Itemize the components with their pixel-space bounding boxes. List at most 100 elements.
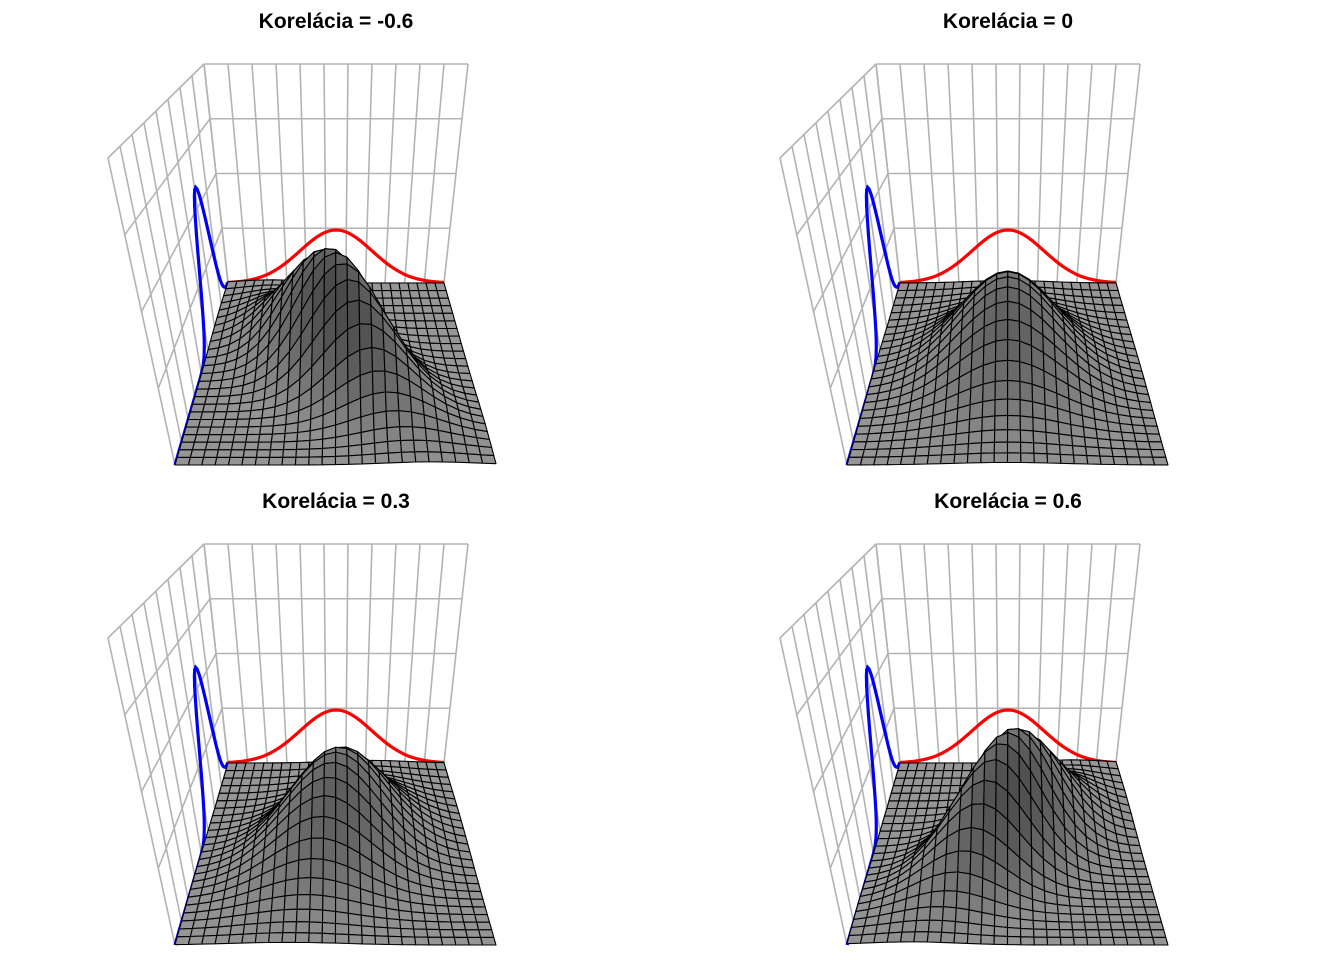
surface-facet [1140,408,1156,420]
surface-facet [374,441,389,455]
surface-facet [452,929,468,938]
surface-facet [295,439,311,450]
surface-facet [957,826,972,852]
surface-facet [385,410,401,429]
surface-facet [210,418,226,428]
surface-facet [373,916,389,929]
surface-facet [1006,926,1022,938]
surface-facet [361,934,377,945]
surface-facet [1046,453,1062,464]
surface-facet [411,426,428,442]
surface-facet [245,433,261,443]
surface-facet [1094,906,1110,916]
left-wall-gridline [812,653,889,792]
surface-facet [359,346,374,376]
surface-facet [1111,929,1127,938]
surface-facet [347,431,363,447]
surface-facet [1007,398,1021,417]
surface-facet [1137,448,1154,458]
surface-facet [1108,289,1121,299]
marginal-x-curve [899,228,1117,284]
surface-facet [436,290,449,299]
surface-plot [779,63,1169,466]
surface-facet [1152,456,1169,466]
surface-facet [1007,379,1021,401]
surface-facet [282,440,298,451]
surface-facet [426,439,442,453]
surface-facet [926,454,943,465]
surface-facet [444,320,458,330]
surface-facet [1085,929,1101,938]
surface-facet [941,906,957,923]
surface-facet [1081,905,1097,916]
surface-facet [474,913,491,923]
surface-facet [902,907,919,923]
surface-facet [321,455,337,466]
surface-facet [1044,911,1060,923]
surface-facet [1095,914,1111,923]
surface-facet [437,921,454,931]
surface-facet [1138,936,1156,946]
surface-facet [1112,455,1129,466]
surface-facet [360,902,375,918]
surface-facet [943,762,955,772]
surface-facet [1138,883,1154,893]
surface-facet [243,441,260,451]
surface-facet [1007,318,1021,342]
surface-facet [439,929,455,938]
surface-facet [201,934,218,945]
surface-facet [233,426,249,436]
surface-facet [950,777,962,787]
surface-facet [321,436,337,449]
surface-facet [440,451,457,463]
surface-facet [1032,416,1047,433]
surface-facet [1096,921,1113,931]
surface-facet [1072,936,1089,946]
surface-facet [1093,898,1108,908]
surface-facet [424,427,441,443]
surface-facet [927,919,944,933]
surface-facet [214,456,231,466]
surface-facet [1007,300,1020,322]
surface-facet [994,379,1009,401]
surface-facet [374,452,390,464]
surface-facet [347,899,362,916]
surface-facet [414,936,430,946]
surface-facet [216,449,233,458]
surface-facet [348,934,363,945]
surface-facet [448,913,465,923]
surface-facet [335,896,349,914]
surface-facet [1070,913,1086,923]
surface-facet [399,919,415,930]
surface-facet [399,426,415,442]
chart-title: Korelácia = 0.6 [934,490,1082,513]
surface-facet [438,297,452,307]
surface-facet [1144,906,1160,916]
surface-facet [1007,359,1021,382]
surface-facet [1125,456,1142,466]
surface-facet [386,426,402,443]
surface-facet [176,449,193,458]
surface-facet [966,452,982,464]
surface-facet [476,921,493,931]
surface-facet [434,904,450,915]
surface-facet [875,448,891,458]
surface-facet [241,456,257,466]
surface-facet [462,866,478,877]
surface-facet [241,932,257,944]
surface-facet [385,907,401,921]
surface-facet [1020,441,1035,454]
surface-facet [400,439,416,453]
surface-facet [472,906,488,916]
surface-facet [189,927,206,938]
surface-facet [282,448,298,458]
surface-facet [310,837,325,860]
surface-facet [374,935,390,946]
surface-facet [310,858,324,880]
surface-facet [1059,936,1075,946]
surface-facet [298,817,313,842]
surface-facet [1111,447,1127,458]
surface-facet [1046,443,1061,455]
surface-facet [206,434,223,443]
surface-facet [452,350,467,360]
